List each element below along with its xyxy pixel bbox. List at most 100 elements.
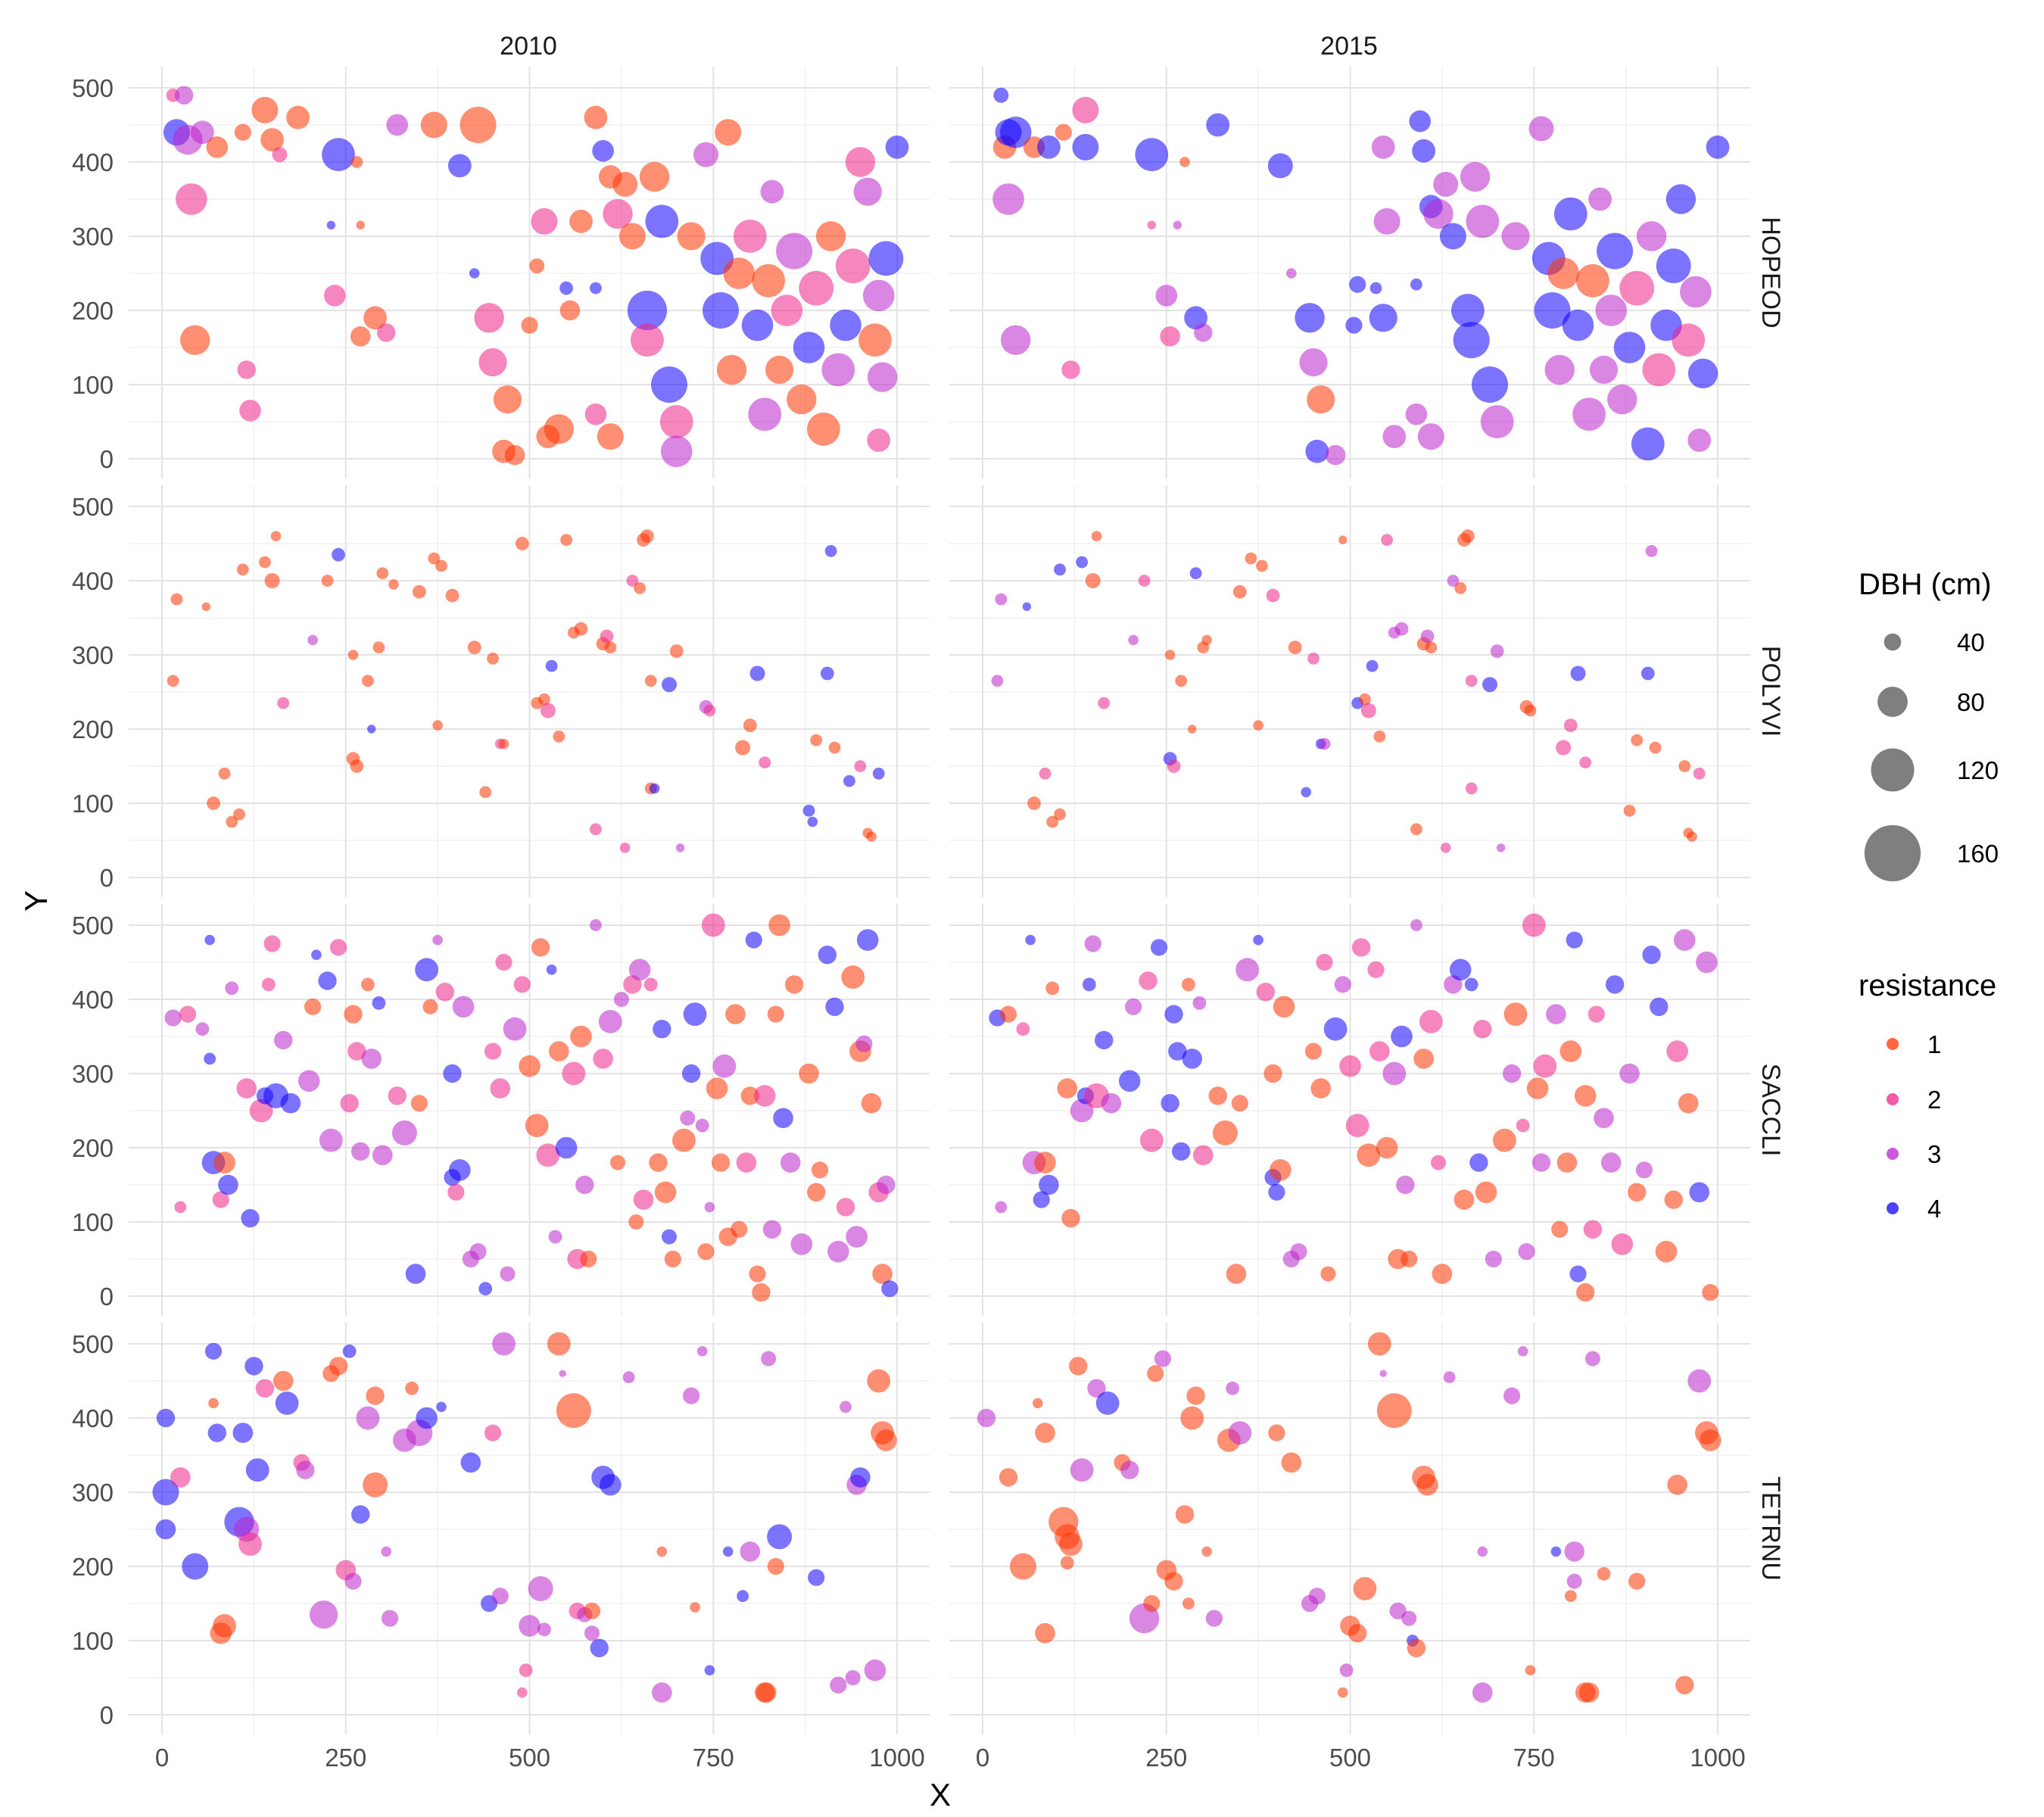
data-point [1382,425,1407,448]
data-point [1373,207,1401,235]
data-point [1182,1597,1195,1610]
data-point [484,1043,502,1060]
data-point [1139,971,1158,990]
data-point [1678,760,1691,772]
data-point [1054,808,1066,821]
data-point [683,1387,700,1404]
data-point [1640,666,1655,681]
data-point [1143,1594,1161,1613]
data-point [1286,268,1297,279]
data-point [405,1381,419,1395]
data-point [1562,309,1594,341]
y-tick-label: 300 [72,1060,114,1088]
data-point [722,1546,734,1557]
data-point [204,934,215,946]
data-point [519,1615,541,1637]
data-point [1381,534,1393,546]
data-point [619,843,631,853]
data-point [156,1408,176,1428]
data-point [706,1077,728,1099]
data-point [1645,544,1658,557]
data-point [356,1406,380,1430]
data-point [841,965,865,989]
data-point [1173,220,1182,229]
data-point [1226,1264,1247,1284]
data-point [1433,171,1459,197]
data-point [500,1266,516,1282]
x-tick-label: 500 [1329,1744,1371,1772]
data-point [381,1546,391,1557]
data-point [1693,767,1706,780]
data-point [546,965,557,975]
data-point [1070,1458,1094,1482]
data-point [332,547,345,562]
data-point [695,1118,709,1133]
facet-panel [152,1332,897,1703]
data-point [241,1208,260,1228]
data-point [347,650,359,660]
data-point [1367,1332,1391,1356]
y-tick-label: 300 [72,223,114,251]
data-point [854,760,867,772]
data-point [575,1175,594,1195]
data-point [752,1282,771,1302]
row-strip-label: SACCLI [1756,1064,1785,1157]
data-point [201,602,210,611]
data-point [1334,976,1351,993]
data-point [1307,385,1335,414]
data-point [867,1369,891,1393]
data-point [681,1064,701,1083]
data-point [255,1379,275,1398]
data-point [478,1282,493,1296]
data-point [660,435,693,467]
data-point [1432,1264,1453,1284]
data-point [992,183,1024,215]
data-point [521,316,538,334]
data-point [1475,1181,1497,1204]
data-point [1675,1675,1694,1694]
data-point [1307,653,1320,665]
data-point [634,581,646,594]
data-point [304,998,322,1015]
data-point [531,938,550,957]
data-point [749,665,765,681]
data-point [435,983,454,1002]
data-point [1268,1183,1285,1201]
data-point [1493,1128,1516,1152]
y-tick-label: 0 [100,864,114,892]
data-point [737,1590,749,1603]
data-point [363,1472,388,1498]
data-point [725,1004,746,1024]
data-point [1072,133,1099,161]
data-point [693,142,718,167]
data-point [164,1009,182,1027]
data-point [1566,1573,1582,1589]
data-point [604,641,617,654]
data-point [1270,1159,1292,1181]
data-point [460,1452,481,1473]
data-point [1318,737,1331,750]
facet-panel [163,86,909,467]
data-point [1367,961,1385,978]
data-point [1369,304,1397,332]
data-point [736,1152,757,1173]
data-point [1564,1590,1577,1603]
data-point [1466,204,1500,238]
data-point [680,1110,696,1126]
data-point [204,1052,216,1065]
data-point [264,573,280,588]
y-tick-label: 200 [72,1553,114,1581]
data-point [1566,931,1583,949]
data-point [555,1136,578,1159]
data-point [562,1061,586,1086]
data-point [672,1128,696,1152]
data-point [1559,1040,1582,1062]
data-point [790,1233,813,1255]
data-point [1547,257,1579,289]
data-point [249,1099,273,1123]
data-point [1526,1077,1549,1099]
data-point [995,1201,1008,1214]
data-point [1295,303,1325,333]
data-point [540,703,556,718]
data-point [1396,1175,1415,1195]
